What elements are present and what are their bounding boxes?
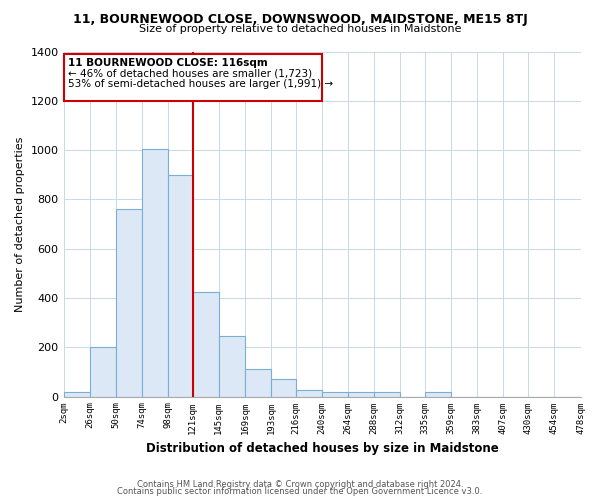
Bar — [64, 392, 89, 396]
Bar — [219, 336, 245, 396]
Bar — [142, 149, 168, 396]
Bar — [245, 370, 271, 396]
Y-axis label: Number of detached properties: Number of detached properties — [15, 136, 25, 312]
Text: 11 BOURNEWOOD CLOSE: 116sqm: 11 BOURNEWOOD CLOSE: 116sqm — [68, 58, 268, 68]
Bar — [64, 54, 322, 101]
Bar — [193, 292, 219, 397]
Text: Contains HM Land Registry data © Crown copyright and database right 2024.: Contains HM Land Registry data © Crown c… — [137, 480, 463, 489]
Text: Contains public sector information licensed under the Open Government Licence v3: Contains public sector information licen… — [118, 487, 482, 496]
Bar — [374, 392, 400, 396]
Bar — [296, 390, 322, 396]
Text: 11, BOURNEWOOD CLOSE, DOWNSWOOD, MAIDSTONE, ME15 8TJ: 11, BOURNEWOOD CLOSE, DOWNSWOOD, MAIDSTO… — [73, 12, 527, 26]
Bar — [348, 392, 374, 396]
Text: 53% of semi-detached houses are larger (1,991) →: 53% of semi-detached houses are larger (… — [68, 78, 333, 88]
Bar — [89, 348, 116, 397]
Bar — [116, 209, 142, 396]
X-axis label: Distribution of detached houses by size in Maidstone: Distribution of detached houses by size … — [146, 442, 499, 455]
Text: Size of property relative to detached houses in Maidstone: Size of property relative to detached ho… — [139, 24, 461, 34]
Bar — [168, 174, 193, 396]
Bar — [271, 380, 296, 396]
Text: ← 46% of detached houses are smaller (1,723): ← 46% of detached houses are smaller (1,… — [68, 69, 312, 79]
Bar — [322, 392, 348, 396]
Bar — [425, 392, 451, 396]
